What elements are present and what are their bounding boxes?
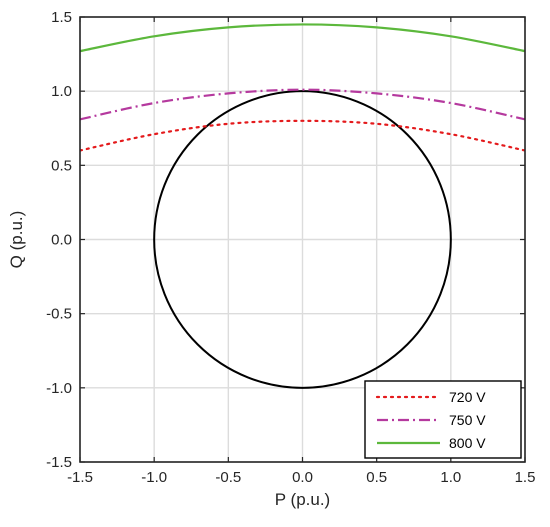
x-tick-label: 1.0 <box>440 469 461 486</box>
series-line-2 <box>80 23 525 53</box>
y-tick-label: 1.0 <box>51 83 72 100</box>
x-tick-label: -0.5 <box>215 469 241 486</box>
y-tick-label: 0.5 <box>51 157 72 174</box>
y-tick-label: -0.5 <box>46 306 72 323</box>
x-tick-label: 0.5 <box>366 469 387 486</box>
plot-series-group <box>80 23 525 389</box>
x-tick-label: 0.0 <box>292 469 313 486</box>
x-tick-label: 1.5 <box>515 469 536 486</box>
y-tick-label: 0.0 <box>51 232 72 249</box>
x-tick-label: -1.5 <box>67 469 93 486</box>
legend-label-0: 720 V <box>449 389 486 405</box>
legend-label-2: 800 V <box>449 435 486 451</box>
series-line-1 <box>80 88 525 121</box>
series-line-0 <box>80 119 525 152</box>
y-tick-label: -1.0 <box>46 380 72 397</box>
capability-circle <box>153 90 452 389</box>
legend-label-1: 750 V <box>449 412 486 428</box>
y-axis-label: Q (p.u.) <box>7 211 26 269</box>
x-tick-label: -1.0 <box>141 469 167 486</box>
x-axis-label: P (p.u.) <box>275 490 330 509</box>
y-tick-label: 1.5 <box>51 9 72 26</box>
legend: 720 V 750 V 800 V <box>364 380 522 459</box>
y-tick-label: -1.5 <box>46 454 72 471</box>
legend-box <box>364 380 522 459</box>
